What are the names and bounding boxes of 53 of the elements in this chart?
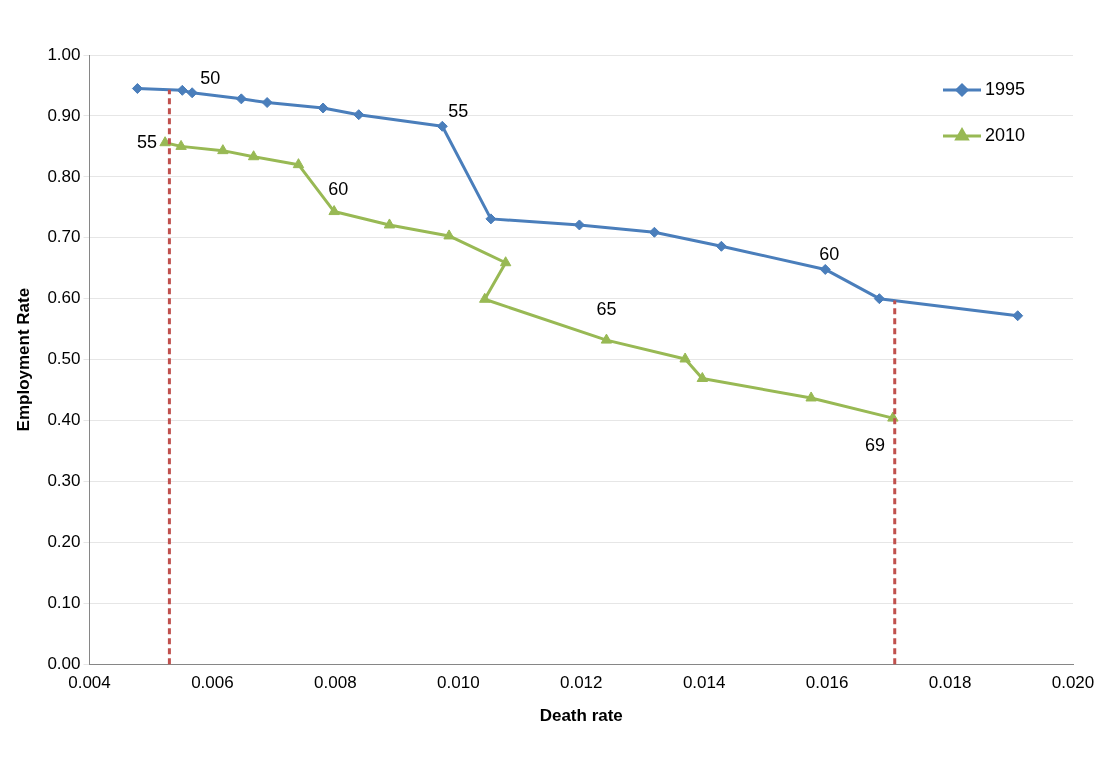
x-tick-label: 0.012 bbox=[559, 673, 603, 693]
y-tick-label: 1.00 bbox=[47, 44, 81, 64]
y-tick-label: 0.60 bbox=[47, 288, 81, 308]
point bbox=[1012, 310, 1024, 322]
x-tick-label: 0.014 bbox=[682, 673, 726, 693]
annotation: 55 bbox=[448, 101, 469, 122]
point bbox=[479, 292, 491, 303]
annotation: 69 bbox=[864, 435, 885, 456]
point bbox=[715, 240, 727, 252]
x-axis-title: Death rate bbox=[539, 706, 623, 726]
y-tick-label: 0.00 bbox=[47, 653, 81, 673]
annotation: 55 bbox=[137, 131, 158, 152]
y-tick-label: 0.40 bbox=[47, 410, 81, 430]
point bbox=[261, 97, 273, 109]
x-tick-label: 0.004 bbox=[68, 673, 111, 693]
annotation: 65 bbox=[596, 299, 617, 320]
point bbox=[247, 150, 260, 161]
y-tick-label: 0.20 bbox=[47, 532, 81, 552]
legend-label: 1995 bbox=[985, 78, 1026, 99]
y-tick-label: 0.10 bbox=[47, 592, 81, 612]
point bbox=[175, 139, 187, 150]
y-tick-label: 0.50 bbox=[47, 349, 81, 369]
y-tick-label: 0.70 bbox=[47, 227, 81, 247]
annotation: 60 bbox=[819, 244, 840, 265]
point bbox=[159, 136, 171, 147]
point bbox=[696, 371, 709, 382]
point bbox=[217, 144, 229, 155]
y-tick-label: 0.90 bbox=[47, 105, 81, 125]
x-tick-label: 0.016 bbox=[805, 673, 849, 693]
x-tick-label: 0.006 bbox=[191, 673, 234, 693]
point bbox=[186, 87, 198, 99]
point bbox=[383, 218, 396, 229]
point bbox=[819, 263, 831, 275]
point bbox=[805, 391, 817, 402]
x-tick-label: 0.008 bbox=[314, 673, 357, 693]
point bbox=[292, 158, 305, 169]
point bbox=[235, 93, 247, 105]
legend-label: 2010 bbox=[985, 124, 1026, 145]
point bbox=[131, 83, 143, 95]
y-axis-title: Employment Rate bbox=[13, 287, 33, 432]
point bbox=[443, 229, 455, 240]
point bbox=[873, 293, 885, 305]
annotation: 60 bbox=[328, 178, 349, 199]
annotation: 50 bbox=[200, 67, 221, 88]
point bbox=[328, 205, 340, 216]
x-tick-label: 0.020 bbox=[1051, 673, 1095, 693]
point bbox=[679, 352, 691, 363]
point bbox=[499, 256, 512, 267]
x-tick-label: 0.010 bbox=[437, 673, 480, 693]
x-tick-label: 0.018 bbox=[928, 673, 972, 693]
point bbox=[600, 333, 613, 344]
y-tick-label: 0.30 bbox=[47, 471, 81, 491]
y-tick-label: 0.80 bbox=[47, 166, 81, 186]
